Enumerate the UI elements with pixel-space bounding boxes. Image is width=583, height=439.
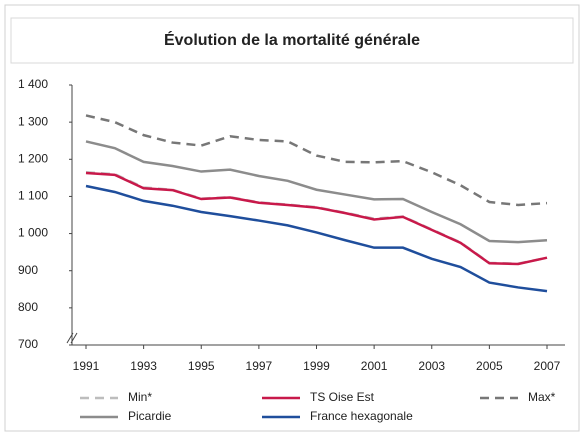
series-line (85, 171, 548, 265)
y-tick-label: 800 (18, 300, 38, 314)
x-tick-label: 2003 (418, 359, 445, 373)
y-tick-label: 1 300 (18, 114, 48, 128)
chart-title: Évolution de la mortalité générale (164, 30, 420, 49)
x-tick-label: 1995 (188, 359, 215, 373)
frame (4, 4, 580, 432)
legend-label: Picardie (128, 409, 172, 423)
x-tick-label: 2001 (361, 359, 388, 373)
y-tick-label: 1 000 (18, 226, 48, 240)
x-tick-label: 2005 (476, 359, 503, 373)
axis-break (66, 332, 78, 344)
x-tick-label: 1993 (130, 359, 157, 373)
x-tick-label: 1991 (73, 359, 100, 373)
legend-label: Max* (528, 390, 556, 404)
x-tick-label: 2007 (534, 359, 561, 373)
series-line (85, 171, 548, 266)
legend-label: France hexagonale (310, 409, 413, 423)
x-tick-label: 1999 (303, 359, 330, 373)
y-tick-label: 1 400 (18, 77, 48, 91)
legend-label: TS Oise Est (310, 390, 375, 404)
legend-label: Min* (128, 390, 152, 404)
series-line (85, 140, 548, 244)
y-tick-label: 700 (18, 337, 38, 351)
y-tick-label: 900 (18, 263, 38, 277)
series-line (85, 184, 548, 293)
series-line (85, 114, 548, 207)
y-tick-label: 1 100 (18, 189, 48, 203)
title-box (10, 17, 574, 64)
y-tick-label: 1 200 (18, 151, 48, 165)
x-tick-label: 1997 (246, 359, 273, 373)
